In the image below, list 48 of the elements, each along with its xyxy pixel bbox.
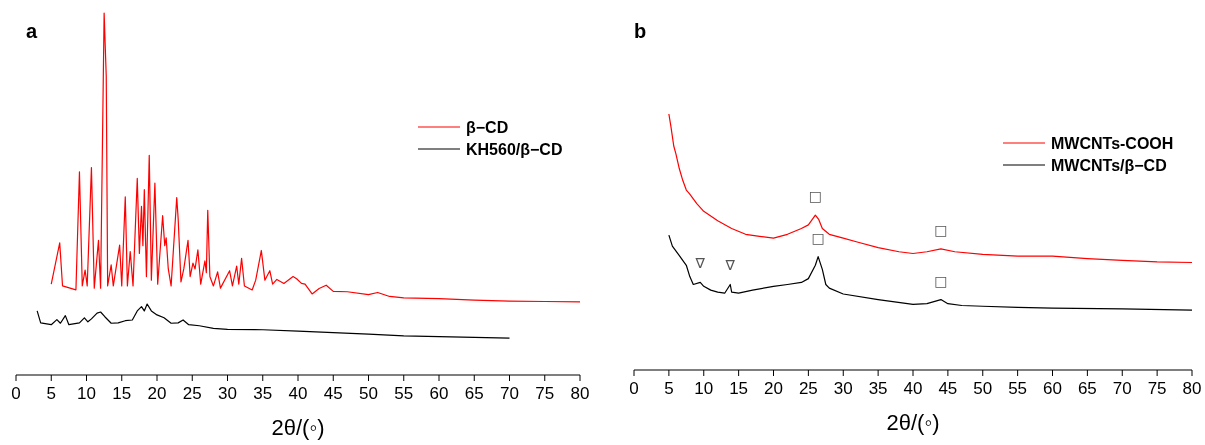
- x-tick-label: 80: [570, 384, 590, 403]
- x-tick-label: 35: [868, 379, 888, 398]
- x-tick-label: 50: [359, 384, 378, 403]
- annotation: □: [808, 188, 822, 205]
- x-tick-label: 50: [973, 379, 993, 398]
- x-tick-label: 0: [11, 384, 21, 403]
- x-tick-label: 15: [729, 379, 749, 398]
- x-tick-label: 60: [429, 384, 449, 403]
- x-tick-label: 70: [1112, 379, 1132, 398]
- x-tick-label: 75: [1147, 379, 1167, 398]
- x-tick-label: 10: [694, 379, 714, 398]
- legend-label: MWCNTs/β−CD: [1051, 157, 1167, 174]
- x-tick-label: 30: [218, 384, 237, 403]
- x-tick-label: 25: [798, 379, 818, 398]
- annotation: □: [811, 229, 825, 246]
- legend-label: KH560/β−CD: [466, 141, 563, 158]
- x-tick-label: 45: [938, 379, 958, 398]
- chart-title: b: [634, 20, 647, 42]
- x-tick-label: 35: [253, 384, 273, 403]
- x-tick-label: 20: [147, 384, 167, 403]
- x-tick-label: 0: [629, 379, 639, 398]
- annotation: □: [934, 272, 948, 289]
- annotation: ∇: [724, 257, 736, 274]
- x-tick-label: 30: [833, 379, 853, 398]
- x-tick-label: 5: [46, 384, 56, 403]
- legend-label: MWCNTs-COOH: [1051, 135, 1174, 152]
- x-tick-label: 40: [288, 384, 308, 403]
- annotation: ∇: [694, 255, 706, 272]
- x-tick-label: 10: [77, 384, 96, 403]
- x-tick-label: 55: [394, 384, 414, 403]
- x-tick-label: 60: [1043, 379, 1062, 398]
- x-tick-label: 65: [1077, 379, 1097, 398]
- legend-label: β−CD: [466, 119, 509, 136]
- x-tick-label: 75: [535, 384, 555, 403]
- x-axis-title: 2θ/(◦): [271, 415, 325, 440]
- x-tick-label: 65: [464, 384, 484, 403]
- x-tick-label: 70: [500, 384, 519, 403]
- chart-title: a: [26, 20, 38, 42]
- x-tick-label: 55: [1008, 379, 1028, 398]
- x-tick-label: 5: [664, 379, 674, 398]
- x-tick-label: 15: [112, 384, 132, 403]
- x-tick-label: 45: [323, 384, 343, 403]
- x-tick-label: 25: [182, 384, 202, 403]
- x-tick-label: 20: [764, 379, 783, 398]
- x-tick-label: 80: [1182, 379, 1202, 398]
- annotation: □: [934, 221, 948, 238]
- x-tick-label: 40: [903, 379, 923, 398]
- x-axis-title: 2θ/(◦): [886, 410, 940, 435]
